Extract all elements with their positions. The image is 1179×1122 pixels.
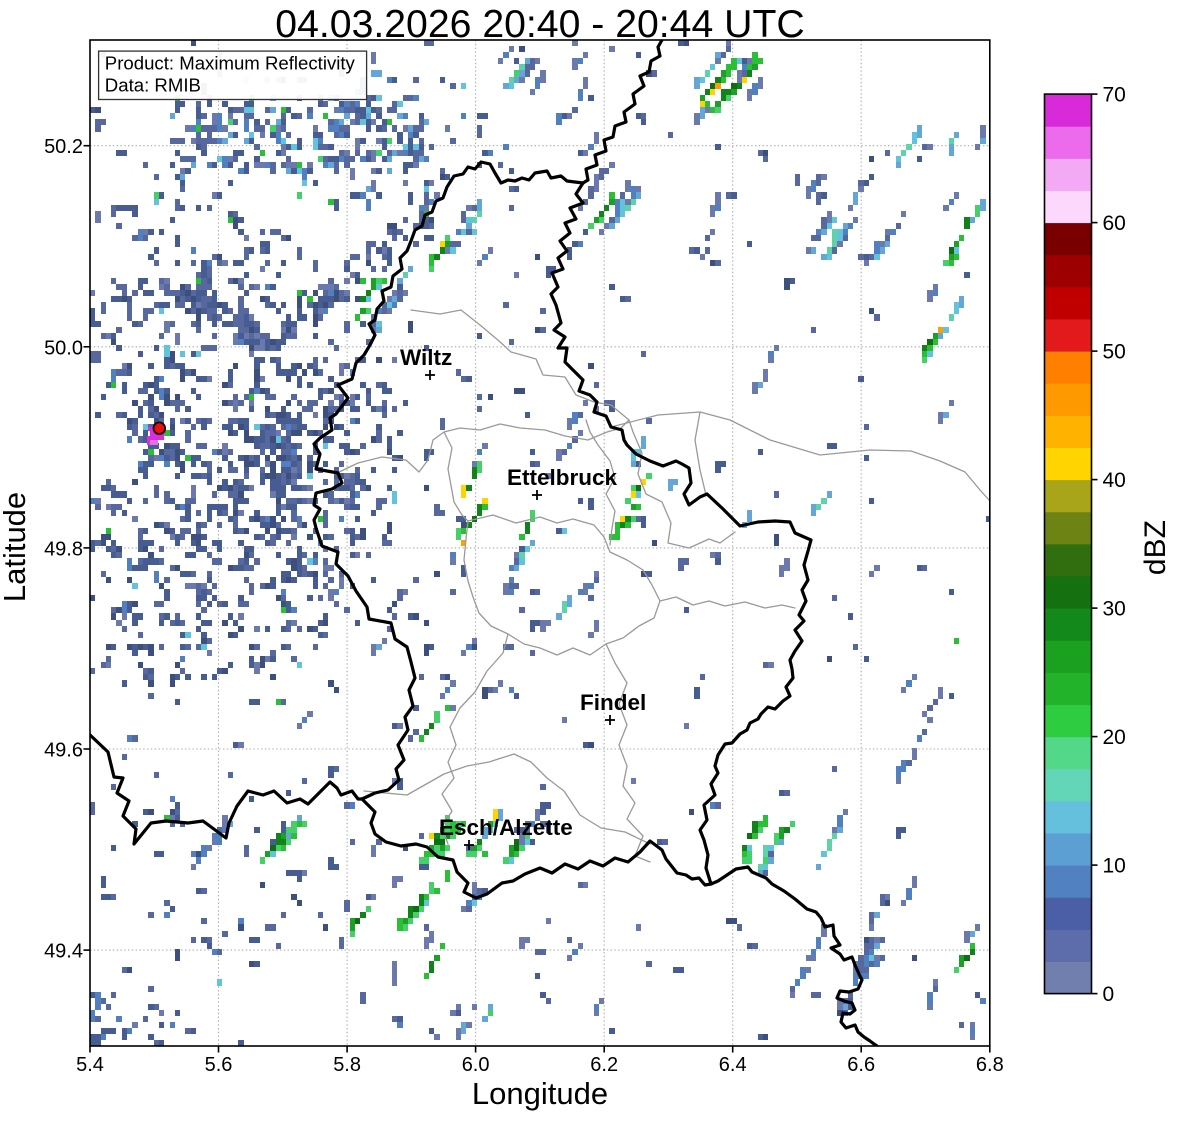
svg-text:40: 40 bbox=[1103, 469, 1126, 492]
svg-text:49.4: 49.4 bbox=[44, 941, 83, 963]
svg-text:Wiltz: Wiltz bbox=[400, 345, 452, 370]
svg-text:50.0: 50.0 bbox=[44, 337, 83, 359]
svg-text:6.0: 6.0 bbox=[462, 1054, 490, 1076]
svg-text:6.2: 6.2 bbox=[590, 1054, 618, 1076]
svg-text:Latitude: Latitude bbox=[0, 492, 32, 602]
svg-text:Ettelbruck: Ettelbruck bbox=[507, 465, 618, 490]
svg-text:5.4: 5.4 bbox=[76, 1054, 104, 1076]
svg-text:49.6: 49.6 bbox=[44, 740, 83, 762]
svg-text:dBZ: dBZ bbox=[1139, 520, 1172, 575]
svg-text:6.8: 6.8 bbox=[976, 1054, 1004, 1076]
svg-text:6.6: 6.6 bbox=[847, 1054, 875, 1076]
svg-text:Data: RMIB: Data: RMIB bbox=[105, 74, 201, 95]
svg-text:10: 10 bbox=[1103, 855, 1126, 878]
svg-text:60: 60 bbox=[1103, 212, 1126, 235]
svg-text:5.6: 5.6 bbox=[205, 1054, 233, 1076]
svg-text:50.2: 50.2 bbox=[44, 136, 83, 158]
svg-text:Product: Maximum Reflectivity: Product: Maximum Reflectivity bbox=[105, 52, 356, 73]
svg-text:0: 0 bbox=[1103, 983, 1115, 1006]
svg-text:04.03.2026 20:40 - 20:44 UTC: 04.03.2026 20:40 - 20:44 UTC bbox=[275, 3, 804, 46]
svg-text:50: 50 bbox=[1103, 341, 1126, 364]
svg-text:30: 30 bbox=[1103, 598, 1126, 621]
svg-text:20: 20 bbox=[1103, 726, 1126, 749]
svg-text:6.4: 6.4 bbox=[719, 1054, 747, 1076]
svg-text:Findel: Findel bbox=[580, 690, 646, 715]
svg-text:70: 70 bbox=[1103, 84, 1126, 107]
svg-text:Esch/Alzette: Esch/Alzette bbox=[439, 815, 573, 840]
svg-text:49.8: 49.8 bbox=[44, 538, 83, 560]
svg-text:5.8: 5.8 bbox=[333, 1054, 361, 1076]
svg-text:Longitude: Longitude bbox=[472, 1076, 608, 1111]
